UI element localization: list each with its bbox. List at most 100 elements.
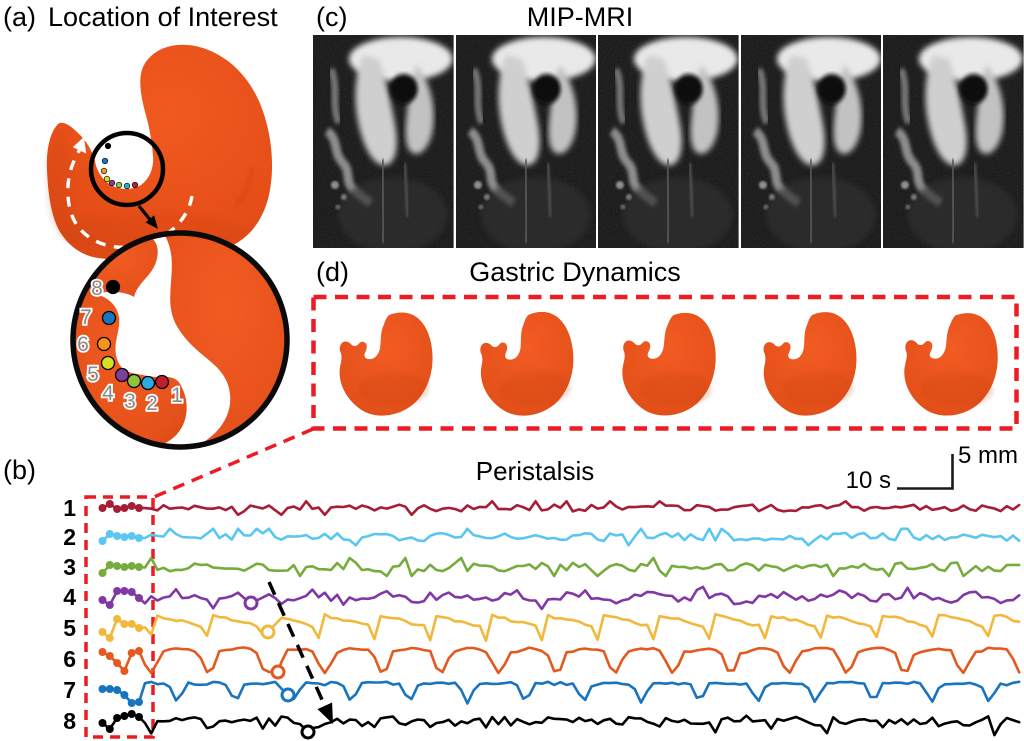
gastric-dynamics-strip	[318, 301, 1015, 425]
trace-5-start-marker-icon	[135, 624, 143, 632]
mri-streak	[380, 158, 386, 244]
trace-7-start-marker-icon	[135, 698, 143, 706]
inset-point-2-icon	[140, 375, 156, 391]
mri-speck	[620, 204, 626, 210]
inset-point-label-8: 8	[91, 277, 103, 300]
gastric-model-shading	[357, 371, 430, 406]
trace-8-start-marker-icon	[127, 710, 136, 718]
trace-4-start-marker-icon	[127, 588, 136, 596]
mri-frame	[740, 35, 882, 248]
inset-point-label-1: 1	[171, 384, 183, 407]
gastric-model-shading	[781, 371, 854, 406]
mri-speck	[330, 181, 339, 189]
mri-streak	[688, 162, 695, 218]
mri-body-left	[640, 55, 682, 166]
trace-8-wave-marker-icon	[300, 724, 316, 740]
mri-arm-upper	[470, 67, 485, 125]
trace-4-start-marker-icon	[135, 594, 143, 602]
mri-body-left	[498, 55, 540, 166]
mri-speck	[483, 194, 490, 200]
inset-point-label-3: 3	[124, 390, 136, 413]
trace-7-wave-marker-icon	[280, 687, 296, 703]
scale-bar	[897, 454, 954, 490]
gastric-frame-wrap	[599, 297, 734, 429]
mri-speck	[626, 194, 633, 200]
roi-mini-point-icon	[103, 175, 111, 183]
trace-8-start-marker-icon	[135, 713, 143, 721]
mri-speck	[340, 194, 347, 200]
gastric-frame-wrap	[457, 296, 593, 430]
mri-strip	[313, 35, 1024, 248]
inset-point-7-icon	[101, 310, 117, 326]
roi-circle	[88, 130, 166, 208]
trace-8	[101, 712, 1021, 737]
inset-measurement-points: 8 7 6 54 3 2 1	[75, 275, 184, 417]
roi-mini-point-icon	[101, 157, 109, 165]
inset-point-4-icon	[114, 367, 130, 383]
mri-streak	[523, 158, 529, 244]
trace-1-start-marker-icon	[105, 500, 114, 508]
mri-speck	[616, 181, 625, 189]
panel-c-title: MIP-MRI	[526, 2, 634, 32]
trace-5-wave-marker-icon	[260, 624, 276, 640]
mri-arm-upper	[898, 67, 913, 125]
trace-7	[101, 680, 1021, 705]
mri-bowel-mottle	[623, 177, 733, 248]
mri-speck	[758, 181, 767, 189]
inset-wall-right	[160, 233, 287, 447]
trace-4-start-marker-icon	[120, 587, 129, 595]
roi-mini-point-icon	[123, 182, 131, 190]
trace-6-start-marker-icon	[113, 659, 122, 667]
trace-3	[101, 556, 1021, 578]
trace-1-start-marker-icon	[120, 504, 129, 512]
trace-2	[101, 527, 1021, 547]
trace-label-4: 4	[63, 584, 76, 610]
trace-8-start-marker-icon	[120, 712, 129, 720]
panel-b-title: Peristalsis	[475, 456, 595, 486]
trace-5-start-marker-icon	[127, 620, 136, 628]
inset-point-3-icon	[126, 373, 142, 389]
panel-a-title: Location of Interest	[48, 2, 278, 32]
trace-label-2: 2	[63, 524, 76, 550]
inset-point-8-icon	[105, 279, 121, 295]
trace-5-start-marker-icon	[113, 615, 122, 623]
trace-7-start-marker-icon	[98, 685, 107, 693]
trace-5-start-marker-icon	[98, 628, 107, 636]
peristalsis-traces: 1 2 3 4 5 6 7 8	[63, 495, 1021, 740]
gastric-model-frame	[621, 312, 716, 416]
mri-speck	[768, 194, 775, 200]
trace-label-6: 6	[63, 646, 76, 672]
trace-4-wave-marker-icon	[243, 595, 259, 611]
stomach-shading	[47, 134, 73, 230]
trace-1	[101, 499, 1021, 517]
mri-streak	[545, 162, 552, 218]
inset-point-1-icon	[154, 374, 170, 390]
panel-a-graphic: 8 7 6 54 3 2 1	[46, 44, 290, 450]
roi-link-dashed-line	[153, 427, 314, 499]
roi-mini-point-icon	[115, 181, 123, 189]
trace-4	[101, 585, 1021, 611]
trace-3-start-marker-icon	[105, 561, 114, 569]
gastric-dynamics-box	[311, 294, 1019, 431]
trace-2-start-marker-icon	[135, 534, 143, 542]
trace-2-start-marker-icon	[113, 532, 122, 540]
trace-3-start-marker-icon	[120, 563, 129, 571]
mri-speck	[905, 204, 911, 210]
mri-speck	[335, 204, 341, 210]
trace-1-start-marker-icon	[98, 504, 107, 512]
trace-start-roi-box	[84, 495, 155, 739]
inset-point-label-5: 5	[87, 363, 99, 386]
trace-2-start-marker-icon	[120, 533, 129, 541]
trace-4-start-marker-icon	[105, 601, 114, 609]
mri-arm-upper	[327, 67, 343, 125]
mri-arm-upper	[755, 67, 770, 125]
trace-1-start-marker-icon	[127, 502, 136, 510]
mri-streak	[665, 158, 671, 244]
trace-8-start-marker-icon	[105, 725, 114, 733]
roi-mini-points	[100, 142, 139, 190]
mri-arm-upper	[612, 67, 628, 125]
trace-label-3: 3	[63, 554, 76, 580]
trace-2-start-marker-icon	[105, 530, 114, 538]
mri-antrum-dark	[389, 74, 418, 104]
